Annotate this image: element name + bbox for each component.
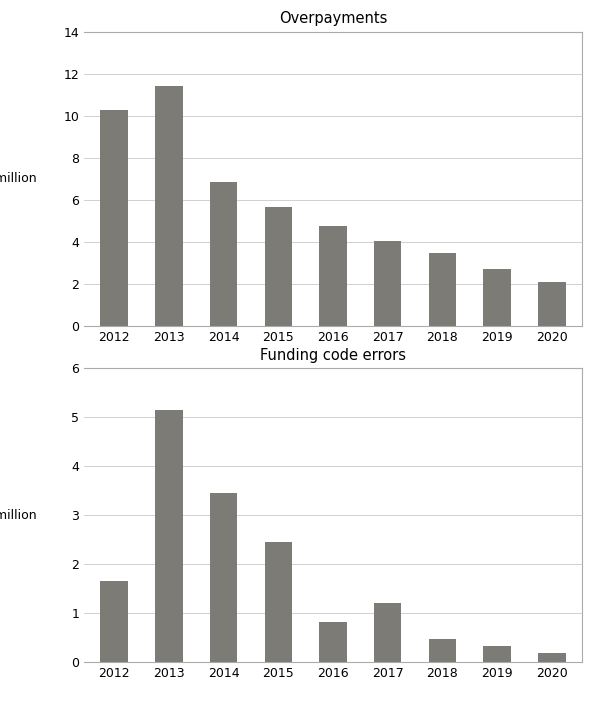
Bar bbox=[374, 241, 401, 326]
Y-axis label: $million: $million bbox=[0, 172, 37, 185]
Bar bbox=[210, 494, 237, 662]
Title: Funding code errors: Funding code errors bbox=[260, 348, 406, 362]
Bar bbox=[538, 653, 566, 662]
Bar bbox=[319, 226, 347, 326]
Bar bbox=[155, 86, 182, 326]
Bar bbox=[265, 543, 292, 662]
Title: Overpayments: Overpayments bbox=[279, 11, 387, 26]
Bar bbox=[429, 639, 456, 662]
Bar bbox=[429, 253, 456, 326]
Bar bbox=[210, 182, 237, 326]
Bar bbox=[100, 582, 128, 662]
Bar bbox=[319, 622, 347, 662]
Bar bbox=[155, 409, 182, 662]
Y-axis label: $million: $million bbox=[0, 509, 37, 522]
Bar bbox=[100, 110, 128, 326]
Bar bbox=[538, 282, 566, 326]
Bar bbox=[484, 269, 511, 326]
Bar bbox=[484, 646, 511, 662]
Bar bbox=[265, 207, 292, 326]
Bar bbox=[374, 603, 401, 662]
